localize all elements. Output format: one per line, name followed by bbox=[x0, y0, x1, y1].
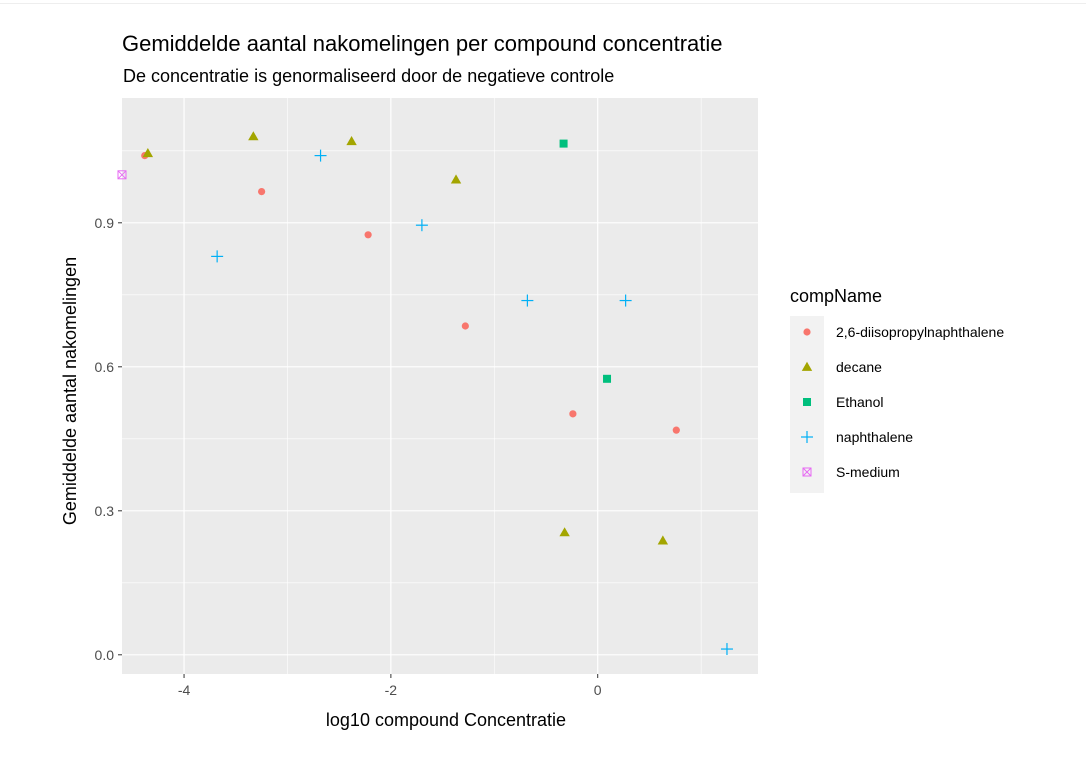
data-point bbox=[314, 149, 327, 162]
data-point bbox=[415, 219, 428, 232]
legend-key bbox=[803, 328, 811, 336]
legend-key bbox=[801, 361, 813, 371]
x-tick-label: -2 bbox=[385, 682, 398, 698]
data-point bbox=[450, 174, 462, 184]
legend-title: compName bbox=[790, 286, 882, 306]
legend-label: Ethanol bbox=[836, 394, 883, 410]
data-point bbox=[142, 148, 154, 158]
legend-key bbox=[801, 431, 813, 443]
data-point bbox=[603, 374, 612, 383]
y-tick-label: 0.3 bbox=[95, 503, 115, 519]
data-point bbox=[559, 527, 570, 537]
plot-panel bbox=[122, 98, 758, 674]
legend-label: 2,6-diisopropylnaphthalene bbox=[836, 324, 1004, 340]
grid-minor bbox=[122, 98, 758, 674]
x-axis-title: log10 compound Concentratie bbox=[326, 710, 566, 730]
data-point bbox=[117, 170, 127, 180]
y-axis: 0.0 0.3 0.6 0.9 bbox=[95, 215, 122, 663]
data-points bbox=[117, 131, 733, 656]
data-point bbox=[569, 410, 577, 418]
legend: 2,6-diisopropylnaphthalene decane Ethanol n… bbox=[790, 316, 1004, 493]
legend-label: S-medium bbox=[836, 464, 900, 480]
data-point bbox=[672, 426, 680, 434]
data-point bbox=[461, 322, 469, 330]
y-tick-label: 0.6 bbox=[95, 359, 115, 375]
data-point bbox=[346, 136, 357, 146]
legend-key bbox=[803, 398, 811, 406]
data-point bbox=[521, 294, 534, 307]
data-point bbox=[720, 643, 733, 656]
data-point bbox=[211, 250, 224, 263]
legend-key bbox=[802, 467, 812, 477]
chart-subtitle: De concentratie is genormaliseerd door d… bbox=[123, 66, 614, 86]
data-point bbox=[364, 231, 372, 239]
top-divider bbox=[0, 3, 1086, 4]
legend-label: decane bbox=[836, 359, 882, 375]
x-tick-label: -4 bbox=[178, 682, 191, 698]
data-point bbox=[559, 139, 568, 148]
data-point bbox=[248, 131, 259, 141]
y-axis-title: Gemiddelde aantal nakomelingen bbox=[60, 257, 80, 525]
legend-label: naphthalene bbox=[836, 429, 913, 445]
data-point bbox=[619, 294, 632, 307]
data-point bbox=[258, 188, 266, 196]
data-point bbox=[657, 535, 669, 545]
x-tick-label: 0 bbox=[594, 682, 602, 698]
chart-title: Gemiddelde aantal nakomelingen per compo… bbox=[122, 31, 723, 56]
y-tick-label: 0.9 bbox=[95, 215, 115, 231]
grid-major bbox=[122, 98, 758, 674]
x-axis: -4 -2 0 bbox=[178, 674, 602, 698]
y-tick-label: 0.0 bbox=[95, 647, 115, 663]
